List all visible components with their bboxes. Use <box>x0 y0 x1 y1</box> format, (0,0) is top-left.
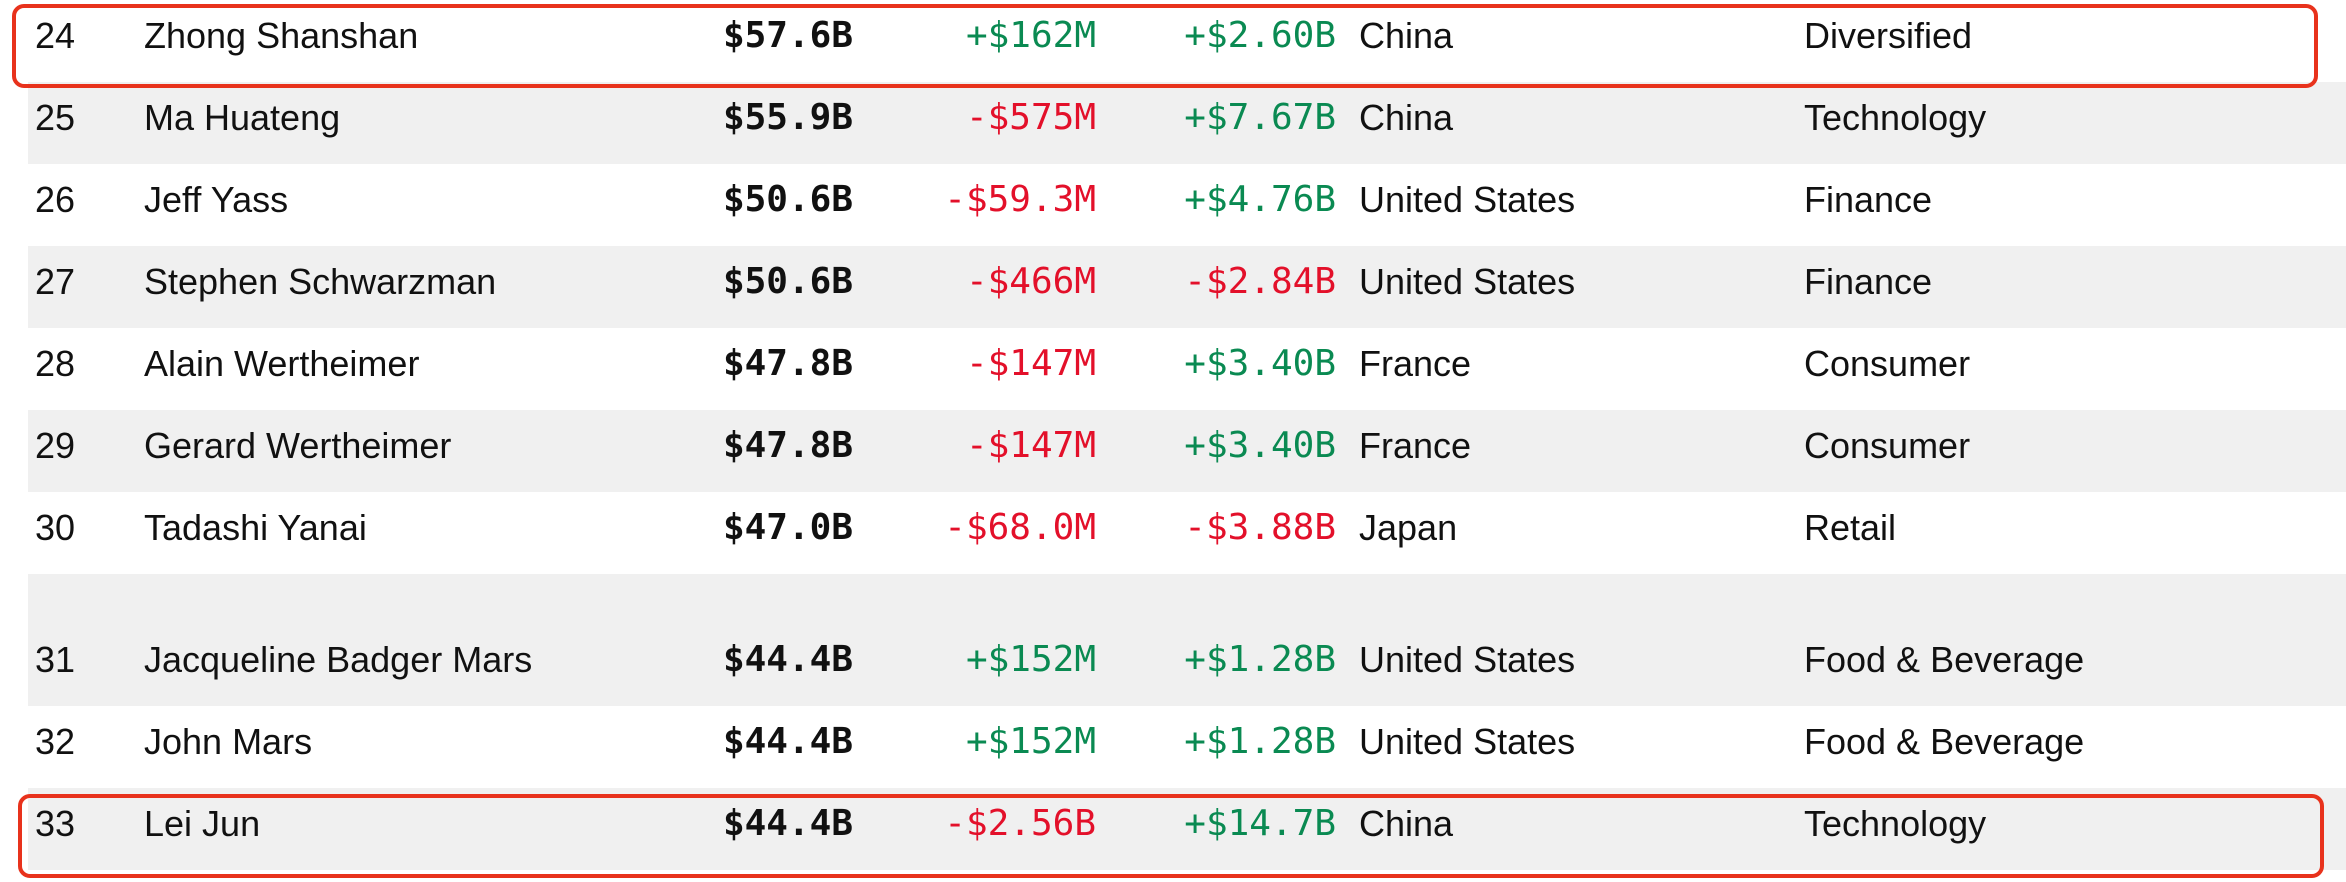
ytd-change-cell: +$1.28B <box>1184 721 1336 762</box>
industry-cell: Diversified <box>1804 15 1973 56</box>
table-row[interactable]: 29 Gerard Wertheimer $47.8B -$147M +$3.4… <box>28 410 2346 492</box>
last-change-cell: -$2.56B <box>944 803 1096 844</box>
table-row[interactable]: 30 Tadashi Yanai $47.0B -$68.0M -$3.88B … <box>28 492 2346 574</box>
industry-cell: Finance <box>1804 179 1933 220</box>
ytd-change-cell: +$1.28B <box>1184 639 1336 680</box>
net-worth-cell: $47.0B <box>722 507 853 548</box>
country-cell: China <box>1359 803 1454 844</box>
name-cell[interactable]: Jacqueline Badger Mars <box>144 639 533 680</box>
rank-cell: 32 <box>35 721 76 762</box>
net-worth-cell: $47.8B <box>722 343 853 384</box>
country-cell: United States <box>1359 261 1576 302</box>
table-row[interactable]: 25 Ma Huateng $55.9B -$575M +$7.67B Chin… <box>28 82 2346 164</box>
table-row[interactable]: 28 Alain Wertheimer $47.8B -$147M +$3.40… <box>28 328 2346 410</box>
rank-cell: 24 <box>35 15 76 56</box>
country-cell: United States <box>1359 179 1576 220</box>
industry-cell: Consumer <box>1804 425 1971 466</box>
industry-cell: Technology <box>1804 97 1987 138</box>
rank-cell: 27 <box>35 261 76 302</box>
last-change-cell: -$466M <box>965 261 1096 302</box>
table-row[interactable]: 27 Stephen Schwarzman $50.6B -$466M -$2.… <box>28 246 2346 328</box>
name-cell[interactable]: Tadashi Yanai <box>144 507 367 548</box>
rank-cell: 26 <box>35 179 76 220</box>
ytd-change-cell: +$4.76B <box>1184 179 1336 220</box>
net-worth-cell: $50.6B <box>722 261 853 302</box>
country-cell: United States <box>1359 721 1576 762</box>
last-change-cell: +$152M <box>965 721 1096 762</box>
country-cell: China <box>1359 15 1454 56</box>
ytd-change-cell: +$3.40B <box>1184 343 1336 384</box>
table-row[interactable]: 24 Zhong Shanshan $57.6B +$162M +$2.60B … <box>28 0 2346 82</box>
last-change-cell: -$575M <box>965 97 1096 138</box>
ytd-change-cell: +$2.60B <box>1184 15 1336 56</box>
industry-cell: Finance <box>1804 261 1933 302</box>
country-cell: Japan <box>1359 507 1458 548</box>
last-change-cell: -$68.0M <box>944 507 1096 548</box>
name-cell[interactable]: Zhong Shanshan <box>144 15 419 56</box>
rank-cell: 29 <box>35 425 76 466</box>
country-cell: China <box>1359 97 1454 138</box>
last-change-cell: -$59.3M <box>944 179 1096 220</box>
ytd-change-cell: +$3.40B <box>1184 425 1336 466</box>
industry-cell: Consumer <box>1804 343 1971 384</box>
rank-cell: 33 <box>35 803 76 844</box>
table-row[interactable]: 31 Jacqueline Badger Mars $44.4B +$152M … <box>28 574 2346 706</box>
ytd-change-cell: -$2.84B <box>1184 261 1336 302</box>
name-cell[interactable]: John Mars <box>144 721 313 762</box>
table-row[interactable]: 33 Lei Jun $44.4B -$2.56B +$14.7B China … <box>28 788 2346 870</box>
name-cell[interactable]: Jeff Yass <box>144 179 289 220</box>
net-worth-cell: $44.4B <box>722 803 853 844</box>
table-row[interactable]: 26 Jeff Yass $50.6B -$59.3M +$4.76B Unit… <box>28 164 2346 246</box>
ytd-change-cell: -$3.88B <box>1184 507 1336 548</box>
net-worth-cell: $57.6B <box>722 15 853 56</box>
industry-cell: Food & Beverage <box>1804 721 2085 762</box>
industry-cell: Retail <box>1804 507 1897 548</box>
ytd-change-cell: +$7.67B <box>1184 97 1336 138</box>
name-cell[interactable]: Stephen Schwarzman <box>144 261 497 302</box>
net-worth-cell: $44.4B <box>722 639 853 680</box>
last-change-cell: -$147M <box>965 425 1096 466</box>
billionaires-table: 24 Zhong Shanshan $57.6B +$162M +$2.60B … <box>28 0 2346 870</box>
net-worth-cell: $47.8B <box>722 425 853 466</box>
industry-cell: Technology <box>1804 803 1987 844</box>
net-worth-cell: $44.4B <box>722 721 853 762</box>
rank-cell: 28 <box>35 343 76 384</box>
table-row[interactable]: 32 John Mars $44.4B +$152M +$1.28B Unite… <box>28 706 2346 788</box>
name-cell[interactable]: Lei Jun <box>144 803 261 844</box>
last-change-cell: +$162M <box>965 15 1096 56</box>
country-cell: United States <box>1359 639 1576 680</box>
ytd-change-cell: +$14.7B <box>1184 803 1336 844</box>
industry-cell: Food & Beverage <box>1804 639 2085 680</box>
rank-cell: 30 <box>35 507 76 548</box>
rank-cell: 31 <box>35 639 76 680</box>
rank-cell: 25 <box>35 97 76 138</box>
last-change-cell: +$152M <box>965 639 1096 680</box>
name-cell[interactable]: Alain Wertheimer <box>144 343 420 384</box>
country-cell: France <box>1359 425 1472 466</box>
net-worth-cell: $55.9B <box>722 97 853 138</box>
name-cell[interactable]: Ma Huateng <box>144 97 341 138</box>
country-cell: France <box>1359 343 1472 384</box>
name-cell[interactable]: Gerard Wertheimer <box>144 425 452 466</box>
net-worth-cell: $50.6B <box>722 179 853 220</box>
last-change-cell: -$147M <box>965 343 1096 384</box>
